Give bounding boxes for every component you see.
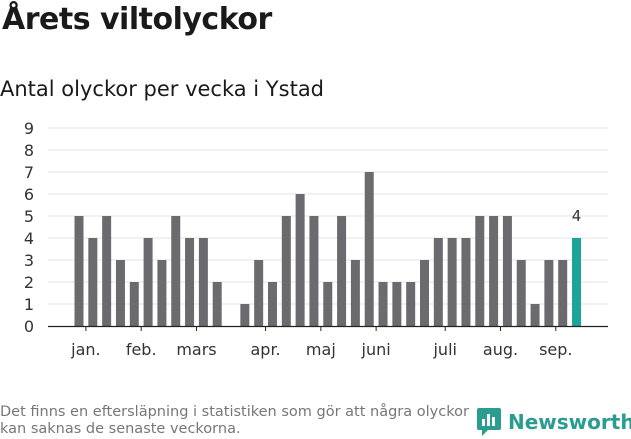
x-tick-label: jan. xyxy=(70,340,100,359)
bar xyxy=(281,216,291,326)
y-tick-label: 7 xyxy=(24,163,34,182)
bar xyxy=(530,304,540,326)
y-tick-label: 1 xyxy=(24,295,34,314)
bar xyxy=(254,260,264,326)
bar xyxy=(350,260,360,326)
newsworthy-logo-icon xyxy=(477,408,501,436)
bar xyxy=(475,216,485,326)
bar xyxy=(502,216,512,326)
bar xyxy=(102,216,112,326)
bar xyxy=(74,216,84,326)
y-tick-label: 8 xyxy=(24,141,34,160)
bar xyxy=(364,172,374,326)
y-tick-label: 4 xyxy=(24,229,34,248)
bar xyxy=(489,216,499,326)
bar xyxy=(516,260,526,326)
bar xyxy=(558,260,568,326)
bar xyxy=(143,238,153,326)
y-tick-label: 6 xyxy=(24,185,34,204)
bar xyxy=(447,238,457,326)
x-tick-label: feb. xyxy=(126,340,157,359)
y-axis-ticks: 0 1 2 3 4 5 6 7 8 9 xyxy=(24,119,34,336)
x-tick-label: juli xyxy=(432,340,456,359)
brand-logo: Newsworthy xyxy=(476,407,631,437)
chart-subtitle: Antal olyckor per vecka i Ystad xyxy=(0,77,325,101)
y-tick-label: 5 xyxy=(24,207,34,226)
data-label: 4 xyxy=(572,207,582,225)
footnote: Det finns en eftersläpning i statistiken… xyxy=(0,404,469,437)
y-tick-label: 2 xyxy=(24,273,34,292)
x-axis-ticks: jan. feb. mars apr. maj juni juli aug. sep. xyxy=(48,325,608,359)
bar xyxy=(433,238,443,326)
chart-title: Årets viltolyckor xyxy=(2,2,272,37)
grid-lines xyxy=(48,127,608,305)
x-tick-label: juni xyxy=(361,340,391,359)
x-tick-label: sep. xyxy=(539,340,572,359)
data-labels: 4 xyxy=(572,207,582,225)
bar xyxy=(88,238,98,326)
bar xyxy=(323,282,333,326)
bar xyxy=(212,282,222,326)
bar xyxy=(267,282,277,326)
bar xyxy=(420,260,429,326)
y-tick-label: 9 xyxy=(24,119,34,138)
bar xyxy=(406,282,416,326)
bar xyxy=(544,260,554,326)
x-tick-label: aug. xyxy=(483,340,518,359)
bars xyxy=(74,172,582,326)
bar xyxy=(337,216,347,326)
bar xyxy=(115,260,125,326)
bar xyxy=(185,238,195,326)
brand-name: Newsworthy xyxy=(508,410,631,434)
bar xyxy=(309,216,319,326)
bar-chart: 0 1 2 3 4 5 6 7 8 9 jan. feb. mars apr. maj juni juli au… xyxy=(24,119,608,359)
x-tick-label: maj xyxy=(306,340,336,359)
bar xyxy=(392,282,402,326)
y-tick-label: 0 xyxy=(24,317,34,336)
bar xyxy=(295,194,305,326)
x-tick-label: mars xyxy=(176,340,216,359)
y-tick-label: 3 xyxy=(24,251,34,270)
x-tick-label: apr. xyxy=(250,340,280,359)
bar xyxy=(461,238,471,326)
bar xyxy=(240,304,250,326)
bar xyxy=(129,282,139,326)
bar xyxy=(198,238,208,326)
bar xyxy=(157,260,167,326)
bar xyxy=(378,282,388,326)
bar xyxy=(171,216,181,326)
bar-highlight xyxy=(572,238,582,326)
